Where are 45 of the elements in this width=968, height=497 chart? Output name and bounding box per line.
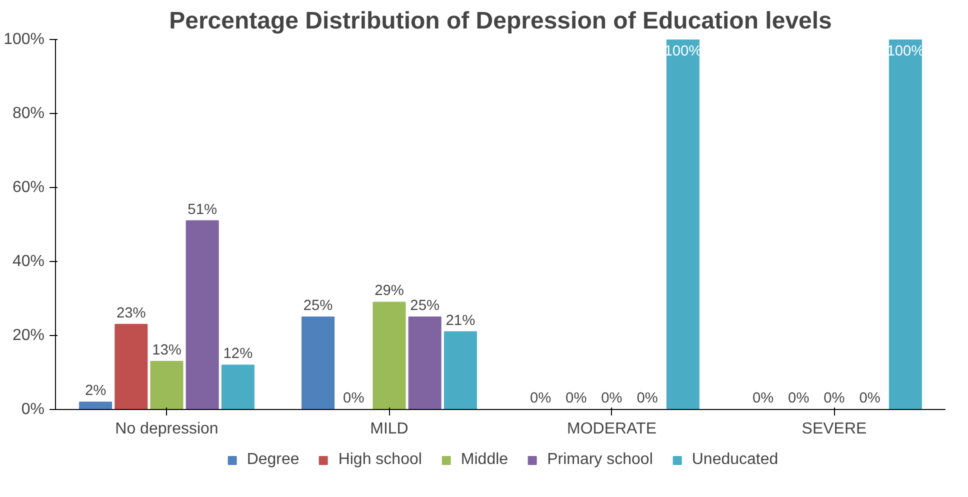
y-tick-label: 60% <box>12 179 45 196</box>
bar <box>186 220 219 410</box>
data-label: 25% <box>410 298 440 314</box>
x-tick-label: MILD <box>370 420 408 438</box>
legend-label: High school <box>338 451 422 469</box>
y-tick-label: 40% <box>12 253 45 270</box>
data-label: 2% <box>84 383 106 400</box>
data-label: 21% <box>446 312 476 329</box>
chart-title: Percentage Distribution of Depression of Education levels <box>169 8 832 34</box>
legend-label: Degree <box>246 451 300 469</box>
bar <box>79 402 112 410</box>
bar <box>888 40 922 410</box>
bar <box>444 331 477 410</box>
bar <box>114 324 148 410</box>
y-tick-label: 20% <box>12 327 45 344</box>
data-label: 0% <box>343 390 364 406</box>
data-label: 29% <box>374 283 404 300</box>
data-label: 0% <box>601 390 622 406</box>
x-tick-label: No depression <box>115 420 218 438</box>
x-tick-label: MODERATE <box>567 420 656 438</box>
data-label: 23% <box>116 305 146 322</box>
bar <box>408 316 442 410</box>
y-tick-label: 0% <box>21 401 44 418</box>
data-label: 51% <box>188 202 218 218</box>
data-label: 13% <box>152 342 182 358</box>
x-tick-label: SEVERE <box>802 420 867 438</box>
data-label: 0% <box>788 390 810 406</box>
bar <box>150 360 184 410</box>
bar <box>666 40 700 410</box>
bar <box>372 302 406 410</box>
bar <box>221 364 254 410</box>
legend-label: Uneducated <box>692 451 778 469</box>
legend-label: Middle <box>460 451 508 469</box>
data-label: 0% <box>530 390 552 406</box>
data-label: 0% <box>859 390 880 406</box>
data-label: 0% <box>824 390 845 406</box>
data-label: 25% <box>303 298 333 314</box>
y-tick-label: 100% <box>4 31 44 48</box>
legend-label: Primary school <box>547 451 653 469</box>
data-label: 0% <box>636 390 658 406</box>
data-label: 12% <box>223 346 253 362</box>
y-tick-label: 80% <box>12 105 45 122</box>
bar <box>302 316 335 410</box>
data-label: 0% <box>566 390 587 406</box>
data-label: 0% <box>752 390 774 406</box>
